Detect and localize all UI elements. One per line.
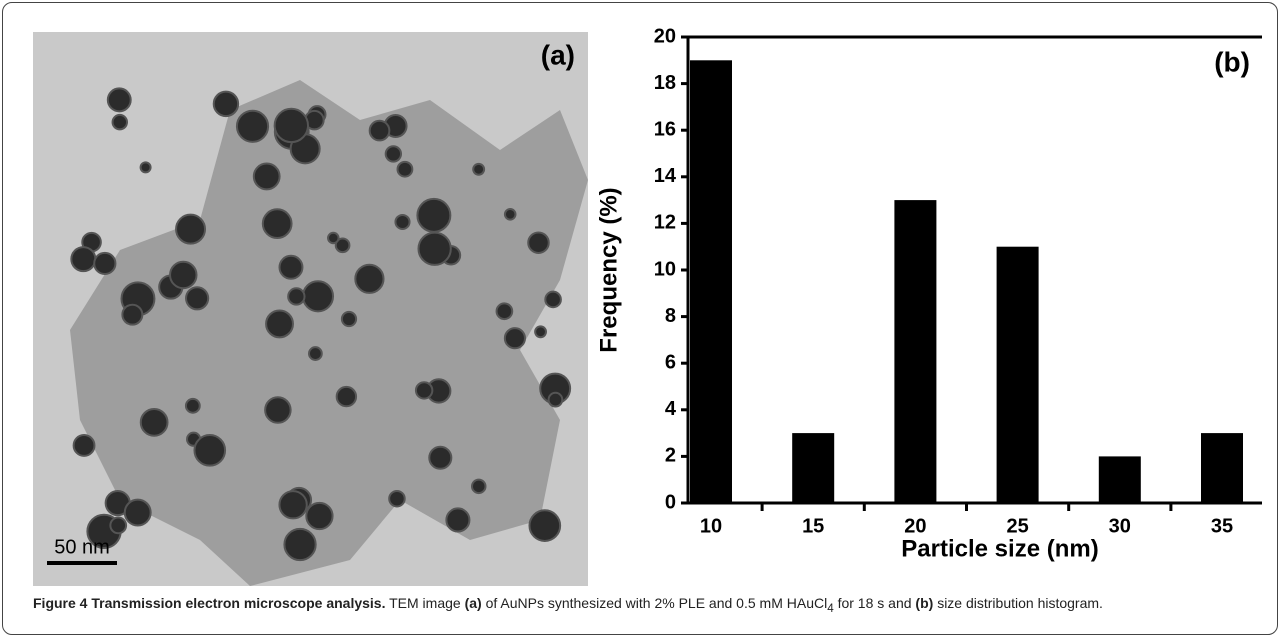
nanoparticle — [109, 516, 128, 535]
nanoparticle — [265, 309, 294, 339]
bar — [894, 200, 937, 503]
y-axis-title: Frequency (%) — [595, 187, 622, 352]
nanoparticle — [495, 302, 514, 321]
nanoparticle — [235, 109, 270, 143]
bar — [1201, 433, 1243, 503]
bar — [996, 246, 1039, 503]
nanoparticle — [70, 246, 97, 273]
x-tick-label: 15 — [802, 515, 824, 537]
caption-text: TEM image — [389, 595, 461, 611]
nanoparticle — [340, 310, 358, 328]
nanoparticle — [354, 263, 385, 294]
bar — [1098, 456, 1141, 503]
nanoparticle — [169, 260, 198, 290]
nanoparticle — [123, 498, 152, 527]
y-tick-label: 16 — [654, 118, 676, 140]
y-tick-label: 20 — [654, 25, 676, 47]
nanoparticle — [121, 303, 144, 326]
scale-bar-label: 50 nm — [54, 536, 110, 558]
nanoparticle — [334, 237, 351, 254]
y-tick-label: 10 — [654, 258, 676, 280]
nanoparticle — [417, 231, 452, 266]
nanoparticle — [264, 396, 292, 424]
nanoparticle — [368, 119, 391, 142]
nanoparticle — [193, 434, 227, 467]
nanoparticle — [414, 381, 434, 400]
nanoparticle — [394, 213, 411, 231]
nanoparticle — [308, 346, 323, 361]
nanoparticle — [252, 162, 281, 191]
nanoparticle — [106, 87, 132, 113]
nanoparticle — [72, 434, 96, 457]
caption-text: for 18 s and — [837, 595, 912, 611]
nanoparticle — [472, 162, 486, 176]
nanoparticle — [388, 489, 406, 508]
nanoparticle — [93, 251, 117, 276]
nanoparticle — [503, 327, 526, 350]
nanoparticle — [111, 113, 129, 131]
caption: Figure 4 Transmission electron microscop… — [33, 592, 1253, 620]
figure: (a) 50 nm (b) Particle size (nm) Frequen… — [33, 25, 1262, 586]
nanoparticle — [428, 445, 453, 470]
nanoparticle — [396, 160, 414, 178]
x-tick-label: 20 — [904, 515, 926, 537]
bar — [792, 433, 835, 503]
nanoparticle — [139, 407, 169, 437]
x-tick-label: 25 — [1006, 515, 1028, 537]
caption-text: size distribution histogram. — [937, 595, 1103, 611]
x-tick-label: 10 — [700, 515, 722, 537]
x-tick-label: 30 — [1109, 515, 1131, 537]
nanoparticle — [305, 501, 334, 531]
nanoparticle — [527, 231, 550, 254]
nanoparticle — [175, 213, 207, 245]
nanoparticle — [503, 208, 517, 221]
nanoparticle — [384, 145, 403, 163]
y-tick-label: 2 — [665, 445, 676, 467]
nanoparticle — [416, 197, 452, 233]
nanoparticle — [278, 254, 304, 280]
caption-text: of AuNPs synthesized with 2% PLE and 0.5… — [485, 595, 828, 611]
y-tick-label: 18 — [654, 72, 676, 94]
x-axis-title: Particle size (nm) — [901, 535, 1098, 562]
y-tick-label: 4 — [665, 398, 677, 420]
y-tick-label: 14 — [654, 165, 677, 187]
x-tick-label: 35 — [1211, 515, 1233, 537]
y-tick-label: 8 — [665, 305, 676, 327]
nanoparticle — [287, 287, 306, 306]
panel-label: (b) — [1214, 46, 1250, 77]
nanoparticle — [327, 231, 340, 245]
nanoparticle — [335, 385, 358, 408]
nanoparticle — [273, 107, 309, 144]
nanoparticle — [534, 325, 547, 339]
nanoparticle — [184, 397, 201, 414]
caption-panel: (a) — [464, 595, 482, 611]
y-tick-label: 0 — [665, 491, 676, 513]
nanoparticle — [445, 507, 471, 533]
nanoparticle — [547, 391, 564, 408]
nanoparticle — [301, 280, 335, 313]
nanoparticle — [185, 286, 210, 311]
nanoparticle — [139, 161, 152, 174]
nanoparticle — [212, 90, 240, 118]
nanoparticle — [544, 290, 562, 309]
bar — [690, 60, 732, 504]
nanoparticle — [528, 509, 562, 542]
caption-subscript: 4 — [827, 601, 834, 615]
y-tick-label: 6 — [665, 351, 676, 373]
nanoparticle — [471, 478, 487, 495]
y-tick-label: 12 — [654, 212, 676, 234]
nanoparticle — [283, 527, 317, 562]
caption-panel: (b) — [915, 595, 934, 611]
tem-content — [70, 80, 588, 586]
nanoparticle — [278, 490, 308, 520]
panel-label: (a) — [541, 39, 575, 70]
caption-title: Figure 4 Transmission electron microscop… — [33, 595, 386, 611]
nanoparticle — [261, 208, 293, 240]
